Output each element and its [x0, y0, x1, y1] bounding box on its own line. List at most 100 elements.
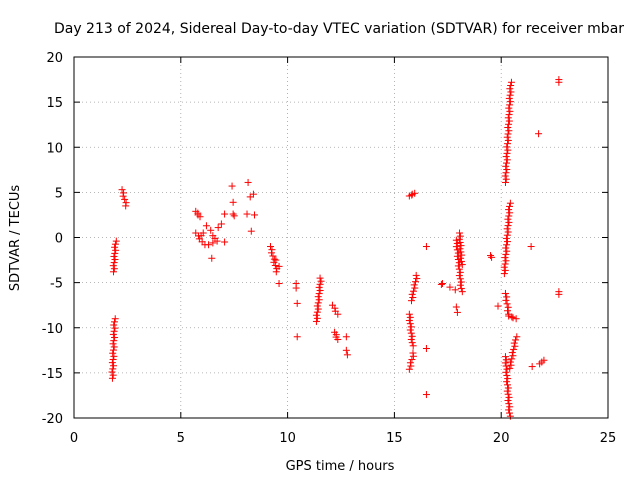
data-point [507, 78, 515, 86]
data-point [405, 310, 413, 318]
data-point [314, 305, 322, 313]
data-point [108, 359, 116, 367]
data-point [528, 363, 536, 371]
data-point [406, 359, 414, 367]
data-point [505, 117, 513, 125]
data-point [451, 286, 459, 294]
data-point [510, 339, 518, 347]
data-point [409, 287, 417, 295]
data-point [313, 314, 321, 322]
data-point [230, 212, 238, 220]
data-point [334, 310, 342, 318]
data-point [504, 215, 512, 223]
data-point [109, 340, 117, 348]
data-point [506, 91, 514, 99]
y-axis-label: SDTVAR / TECUs [8, 185, 23, 292]
data-point [502, 175, 510, 183]
data-point [501, 172, 509, 180]
data-point [244, 178, 252, 186]
data-point [501, 289, 509, 297]
data-point [506, 85, 514, 93]
data-point [111, 249, 119, 257]
data-point [406, 313, 414, 321]
data-point [501, 353, 509, 361]
data-point [501, 254, 509, 262]
data-point [118, 186, 126, 194]
chart-title: Day 213 of 2024, Sidereal Day-to-day VTE… [54, 21, 624, 37]
data-point [503, 156, 511, 164]
data-point [500, 263, 508, 271]
data-point [110, 268, 118, 276]
data-points [108, 76, 563, 420]
data-point [508, 355, 516, 363]
data-point [293, 333, 301, 341]
data-point [438, 280, 446, 288]
data-point [407, 297, 415, 305]
data-point [503, 241, 511, 249]
data-point [110, 352, 118, 360]
data-point [457, 257, 465, 265]
data-point [502, 244, 510, 252]
data-point [110, 252, 118, 260]
data-point [502, 356, 510, 364]
data-point [267, 249, 275, 257]
data-point [111, 243, 119, 251]
data-point [315, 290, 323, 298]
data-point [407, 323, 415, 331]
data-point [511, 342, 519, 350]
data-point [422, 345, 430, 353]
data-point [540, 356, 548, 364]
data-point [410, 281, 418, 289]
data-point [503, 133, 511, 141]
x-tick-label: 5 [177, 431, 185, 446]
data-point [111, 315, 119, 323]
data-point [413, 275, 421, 283]
data-point [509, 314, 517, 322]
data-point [293, 299, 301, 307]
data-point [457, 248, 465, 256]
data-point [209, 239, 217, 247]
data-point [343, 351, 351, 359]
data-point [527, 243, 535, 251]
data-point [506, 358, 514, 366]
data-point [109, 365, 117, 373]
data-point [503, 371, 511, 379]
data-point [502, 153, 510, 161]
data-point [110, 362, 118, 370]
data-point [508, 313, 516, 321]
data-point [504, 397, 512, 405]
data-point [506, 403, 514, 411]
data-point [505, 206, 513, 214]
data-point [506, 209, 514, 217]
data-point [452, 243, 460, 251]
data-point [412, 271, 420, 279]
data-point [504, 136, 512, 144]
data-point [406, 320, 414, 328]
data-point [555, 78, 563, 86]
data-point [458, 251, 466, 259]
data-point [109, 349, 117, 357]
data-point [501, 359, 509, 367]
data-point [504, 307, 512, 315]
data-point [456, 232, 464, 240]
data-point [110, 337, 118, 345]
data-point [407, 329, 415, 337]
data-point [506, 412, 514, 420]
data-point [334, 335, 342, 343]
data-point [408, 332, 416, 340]
data-point [269, 252, 277, 260]
y-tick-label: -5 [50, 277, 63, 292]
data-point [312, 311, 320, 319]
data-point [406, 326, 414, 334]
data-point [504, 384, 512, 392]
data-point [506, 101, 514, 109]
data-point [504, 228, 512, 236]
data-point [503, 143, 511, 151]
data-point [109, 355, 117, 363]
plot-frame [73, 56, 609, 419]
data-point [512, 315, 520, 323]
data-point [111, 240, 119, 248]
data-point [342, 333, 350, 341]
x-tick-label: 0 [70, 431, 78, 446]
